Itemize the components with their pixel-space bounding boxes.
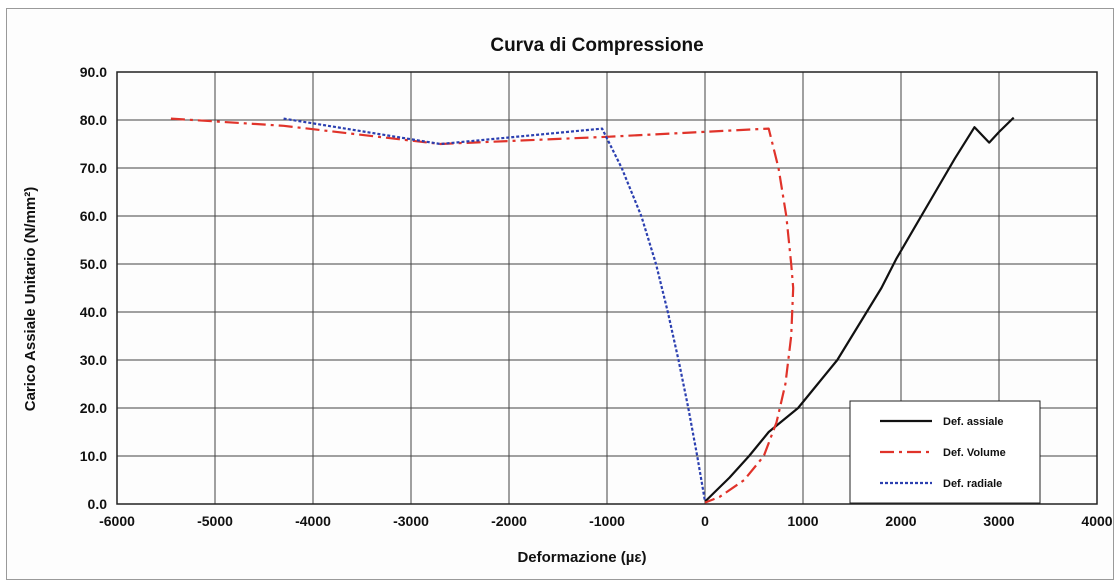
y-tick-label: 70.0 [80, 160, 107, 176]
series-line-2 [170, 117, 795, 504]
x-axis-ticks: -6000 -5000 -4000 -3000 -2000 -1000 0 1000 2000 3… [99, 513, 1113, 529]
x-tick-label: -3000 [393, 513, 429, 529]
compression-chart: Curva di Compressione 0.0 10.0 20.0 30.0 40.… [22, 35, 1113, 566]
x-tick-label: -2000 [491, 513, 527, 529]
series-line-3 [283, 117, 707, 502]
x-tick-label: 0 [701, 513, 709, 529]
chart-frame: Curva di Compressione 0.0 10.0 20.0 30.0 40.… [6, 8, 1114, 580]
y-tick-label: 90.0 [80, 64, 107, 80]
chart-title: Curva di Compressione [490, 35, 703, 56]
x-tick-label: -1000 [589, 513, 625, 529]
x-tick-label: 3000 [983, 513, 1014, 529]
x-tick-label: 2000 [885, 513, 916, 529]
x-tick-label: -4000 [295, 513, 331, 529]
x-tick-label: 1000 [787, 513, 818, 529]
plot-area-border [116, 71, 1098, 505]
x-tick-label: -5000 [197, 513, 233, 529]
y-tick-label: 20.0 [80, 400, 107, 416]
y-tick-label: 10.0 [80, 448, 107, 464]
y-axis-ticks: 0.0 10.0 20.0 30.0 40.0 50.0 60.0 70.0 80.0 90.0 [80, 64, 107, 512]
y-axis-title: Carico Assiale Unitario (N/mm²) [22, 187, 39, 412]
x-tick-label: 4000 [1081, 513, 1112, 529]
legend-label: Def. assiale [943, 416, 1004, 428]
x-axis-title: Deformazione (µε) [517, 549, 646, 566]
y-tick-label: 30.0 [80, 352, 107, 368]
y-tick-label: 0.0 [88, 496, 108, 512]
legend: Def. assiale Def. Volume Def. radiale [849, 400, 1041, 504]
y-tick-label: 60.0 [80, 208, 107, 224]
y-tick-label: 80.0 [80, 112, 107, 128]
y-tick-label: 40.0 [80, 304, 107, 320]
legend-label: Def. radiale [943, 478, 1002, 490]
x-tick-label: -6000 [99, 513, 135, 529]
y-tick-label: 50.0 [80, 256, 107, 272]
legend-label: Def. Volume [943, 447, 1006, 459]
series-line-1 [704, 116, 1015, 503]
series-lines [170, 116, 1015, 504]
